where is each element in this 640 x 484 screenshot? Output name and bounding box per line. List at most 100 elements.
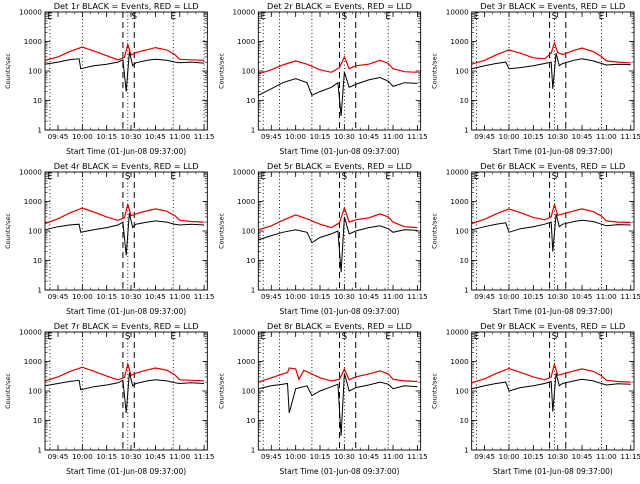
events-series-line: [44, 213, 205, 256]
x-tick-label: 09:45: [474, 132, 495, 141]
detector-panel: Det 1r BLACK = Events, RED = LLD Counts/s…: [4, 1, 214, 156]
marker-label: E: [260, 332, 266, 342]
y-tick-label: 10: [246, 96, 256, 105]
plot-frame: [257, 11, 422, 131]
marker-label: S: [552, 12, 558, 22]
y-tick-label: 10: [246, 256, 256, 265]
x-tick-label: 10:45: [145, 132, 166, 141]
y-tick-label: 1000: [450, 357, 469, 366]
marker-label: E: [385, 332, 391, 342]
x-tick-label: 10:15: [523, 132, 544, 141]
y-axis-label: Counts/sec: [4, 53, 12, 89]
x-tick-label: 10:45: [358, 132, 379, 141]
y-axis-label: Counts/sec: [217, 213, 225, 249]
x-axis-label: Start Time (01-Jun-08 09:37:00): [66, 467, 186, 476]
marker-label: E: [599, 12, 605, 22]
panel-title: Det 9r BLACK = Events, RED = LLD: [480, 321, 625, 331]
y-axis-label: Counts/sec: [431, 373, 439, 409]
panel-title: Det 6r BLACK = Events, RED = LLD: [480, 161, 625, 171]
x-tick-label: 10:30: [547, 132, 568, 141]
x-tick-label: 10:00: [72, 132, 93, 141]
y-tick-label: 10000: [232, 328, 255, 337]
x-tick-label: 10:45: [358, 452, 379, 461]
y-tick-label: 100: [455, 67, 469, 76]
y-tick-label: 1: [251, 126, 256, 135]
detector-panel: Det 7r BLACK = Events, RED = LLD Counts/s…: [4, 321, 214, 476]
plot-frame: [44, 331, 208, 451]
x-tick-label: 10:30: [334, 132, 355, 141]
x-axis-label: Start Time (01-Jun-08 09:37:00): [279, 307, 399, 316]
x-tick-label: 11:15: [194, 132, 215, 141]
x-tick-label: 10:45: [572, 452, 593, 461]
y-tick-label: 100: [455, 227, 469, 236]
detector-panel: Det 9r BLACK = Events, RED = LLD Counts/s…: [431, 321, 640, 476]
x-tick-label: 11:15: [194, 292, 215, 301]
marker-label: S: [125, 332, 131, 342]
marker-label: E: [260, 172, 266, 182]
y-axis-label: Counts/sec: [431, 213, 439, 249]
marker-label: E: [474, 12, 480, 22]
lld-series-line: [471, 361, 631, 384]
x-tick-label: 09:45: [48, 132, 69, 141]
x-tick-label: 10:00: [72, 292, 93, 301]
x-tick-label: 10:00: [285, 452, 306, 461]
x-axis-label: Start Time (01-Jun-08 09:37:00): [279, 467, 399, 476]
y-tick-label: 10000: [446, 168, 469, 177]
y-tick-label: 1: [251, 446, 256, 455]
lld-series-line: [44, 361, 205, 382]
panel-title: Det 7r BLACK = Events, RED = LLD: [54, 321, 199, 331]
y-tick-label: 100: [28, 227, 42, 236]
y-tick-label: 1000: [237, 37, 256, 46]
y-tick-label: 10000: [446, 8, 469, 17]
x-tick-label: 09:45: [474, 292, 495, 301]
detector-panel: Det 8r BLACK = Events, RED = LLD Counts/s…: [217, 321, 427, 476]
y-tick-label: 100: [242, 67, 256, 76]
x-tick-label: 10:45: [145, 292, 166, 301]
y-tick-label: 1: [464, 286, 469, 295]
y-tick-label: 10000: [19, 328, 42, 337]
lld-series-line: [258, 55, 418, 75]
y-axis-label: Counts/sec: [217, 373, 225, 409]
x-tick-label: 10:45: [358, 292, 379, 301]
y-tick-label: 1: [37, 126, 42, 135]
y-tick-label: 10000: [446, 328, 469, 337]
x-tick-label: 09:45: [261, 292, 282, 301]
marker-label: E: [385, 12, 391, 22]
y-tick-label: 1000: [24, 197, 43, 206]
y-tick-label: 10: [460, 96, 470, 105]
y-tick-label: 1: [37, 286, 42, 295]
y-tick-label: 1: [37, 446, 42, 455]
y-tick-label: 10000: [232, 168, 255, 177]
lld-series-line: [44, 203, 205, 225]
y-tick-label: 10: [33, 256, 43, 265]
y-tick-label: 100: [28, 387, 42, 396]
detector-panel: Det 5r BLACK = Events, RED = LLD Counts/s…: [217, 161, 427, 316]
x-axis-label: Start Time (01-Jun-08 09:37:00): [279, 147, 399, 156]
x-tick-label: 11:15: [407, 452, 428, 461]
x-axis-label: Start Time (01-Jun-08 09:37:00): [493, 147, 613, 156]
x-tick-label: 10:45: [572, 292, 593, 301]
x-tick-label: 09:45: [48, 292, 69, 301]
y-tick-label: 10: [246, 416, 256, 425]
x-tick-label: 09:45: [261, 452, 282, 461]
marker-label: E: [47, 12, 53, 22]
y-tick-label: 1: [251, 286, 256, 295]
plot-frame: [471, 11, 635, 131]
x-tick-label: 11:00: [596, 132, 617, 141]
plot-frame: [257, 331, 422, 451]
x-tick-label: 11:00: [169, 452, 190, 461]
marker-label: E: [47, 172, 53, 182]
x-tick-label: 10:00: [72, 452, 93, 461]
x-tick-label: 11:15: [620, 452, 640, 461]
x-tick-label: 10:30: [121, 452, 142, 461]
marker-label: S: [125, 172, 131, 182]
x-tick-label: 11:00: [383, 292, 404, 301]
y-axis-label: Counts/sec: [4, 213, 12, 249]
x-tick-label: 10:30: [121, 132, 142, 141]
y-tick-label: 10000: [19, 168, 42, 177]
marker-label: S: [552, 332, 558, 342]
lld-series-line: [258, 367, 418, 383]
marker-label: S: [342, 172, 348, 182]
x-tick-label: 11:00: [169, 132, 190, 141]
